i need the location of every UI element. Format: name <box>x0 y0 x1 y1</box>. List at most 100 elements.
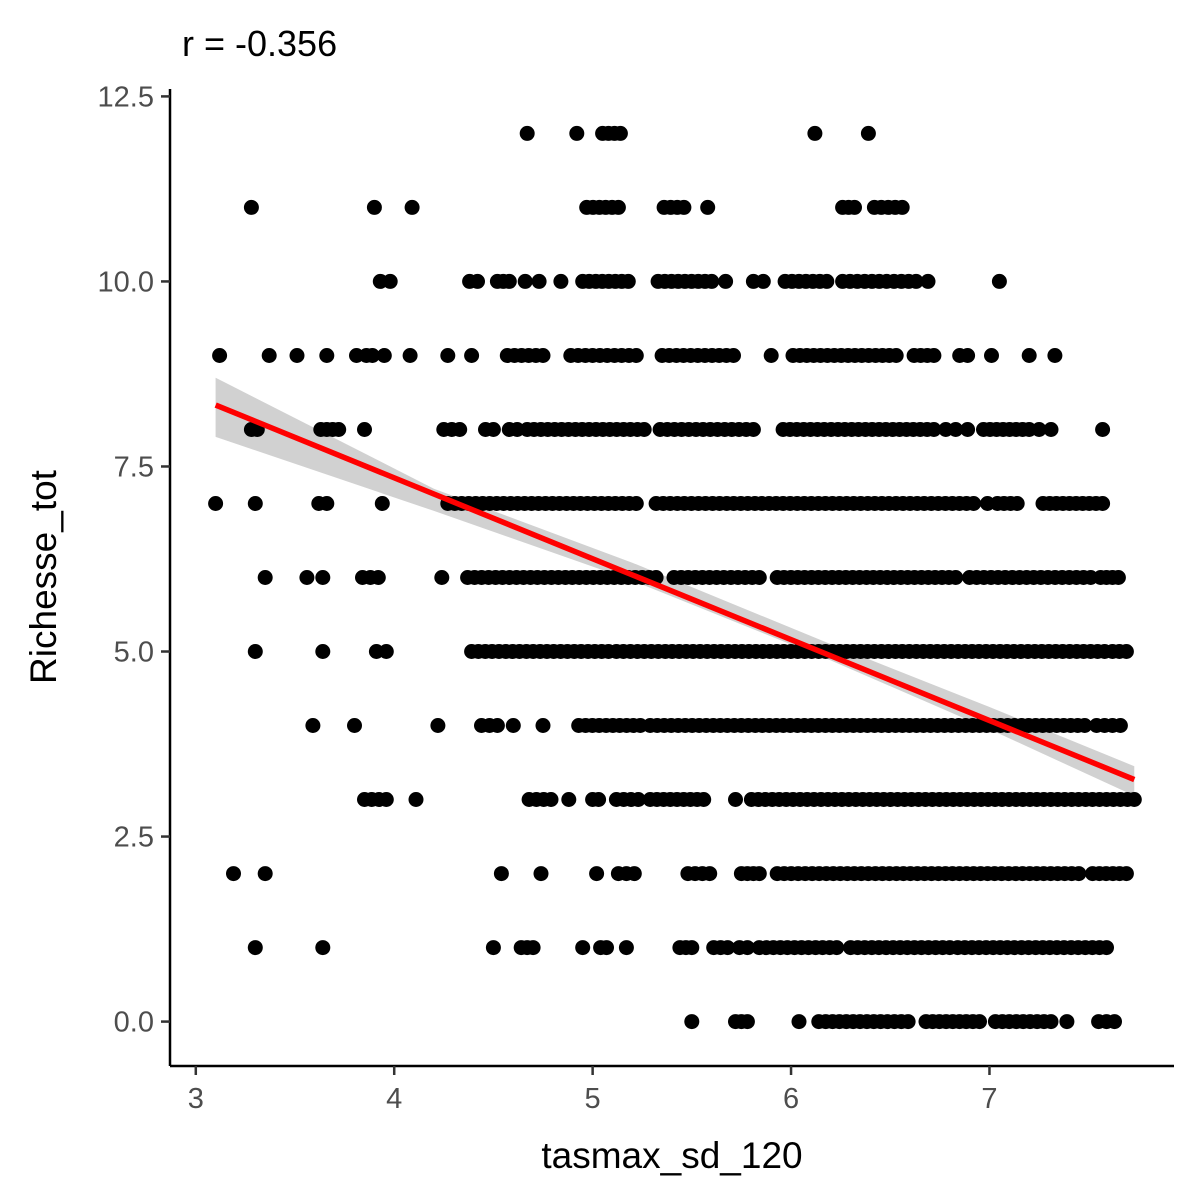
data-point <box>948 422 964 437</box>
data-point <box>684 940 700 956</box>
data-point <box>676 199 692 215</box>
x-tick-label: 6 <box>783 1083 799 1115</box>
data-point <box>402 348 418 363</box>
data-point <box>1118 866 1134 882</box>
data-point <box>533 866 549 882</box>
data-point <box>1043 422 1059 437</box>
data-point <box>1126 792 1142 807</box>
data-point <box>489 718 505 733</box>
data-point <box>620 273 636 289</box>
data-point <box>612 125 628 141</box>
data-point <box>1071 866 1087 882</box>
x-ticks-layer: 3 4 5 6 7 <box>188 1066 998 1115</box>
data-point <box>243 199 259 215</box>
data-point <box>247 496 263 511</box>
data-point <box>1021 348 1037 363</box>
data-point <box>718 273 734 289</box>
data-point <box>726 348 741 363</box>
x-tick-label: 5 <box>585 1083 601 1115</box>
data-point <box>408 792 424 807</box>
data-point <box>569 125 585 141</box>
confidence-band <box>215 377 1135 796</box>
data-point <box>208 496 224 511</box>
data-point <box>366 199 382 215</box>
x-tick-label: 3 <box>188 1083 204 1115</box>
data-point <box>501 273 517 289</box>
data-point <box>819 273 835 289</box>
data-point <box>315 570 331 585</box>
data-point <box>531 273 547 289</box>
data-point <box>728 792 743 807</box>
data-point <box>908 273 924 289</box>
data-point <box>702 866 718 882</box>
data-point <box>464 348 480 363</box>
data-point <box>628 348 644 363</box>
data-point <box>589 866 605 882</box>
y-tick-label: 10.0 <box>98 266 154 298</box>
data-point <box>485 940 501 956</box>
trend-line <box>214 402 1136 783</box>
data-point <box>894 199 910 215</box>
data-point <box>1095 496 1111 511</box>
data-point <box>404 199 420 215</box>
data-point <box>1077 718 1093 733</box>
data-point <box>319 496 335 511</box>
data-point <box>553 273 569 289</box>
data-point <box>763 348 779 363</box>
data-point <box>626 866 642 882</box>
data-point <box>535 348 551 363</box>
data-point <box>920 273 936 289</box>
data-point <box>374 496 390 511</box>
x-tick-label: 4 <box>386 1083 402 1115</box>
axes-layer <box>168 89 1174 1068</box>
data-point <box>1099 940 1114 956</box>
data-point <box>535 718 551 733</box>
y-tick-label: 5.0 <box>114 637 154 669</box>
data-point <box>299 570 315 585</box>
data-point <box>700 199 716 215</box>
data-point <box>378 644 394 659</box>
data-point <box>751 866 767 882</box>
data-point <box>1118 644 1134 659</box>
data-point <box>1047 348 1063 363</box>
data-point <box>505 718 521 733</box>
data-point <box>791 1014 807 1030</box>
data-point <box>1107 1014 1122 1030</box>
data-point <box>618 940 634 956</box>
data-point <box>628 496 644 511</box>
data-point <box>984 348 999 363</box>
data-point <box>364 348 380 363</box>
data-point <box>755 273 771 289</box>
y-tick-label: 2.5 <box>114 822 154 854</box>
data-point <box>1009 496 1025 511</box>
data-point <box>519 125 535 141</box>
data-point <box>430 718 446 733</box>
data-point <box>1095 422 1111 437</box>
data-point <box>543 792 559 807</box>
data-point <box>684 1014 700 1030</box>
y-ticks-layer: 0.0 2.5 5.0 7.5 10.0 12.5 <box>98 81 170 1039</box>
data-point <box>378 792 394 807</box>
data-point <box>1110 570 1126 585</box>
data-point <box>807 125 823 141</box>
data-point <box>485 422 501 437</box>
data-point <box>257 866 273 882</box>
data-point <box>829 940 845 956</box>
y-tick-label: 7.5 <box>114 451 154 483</box>
data-point <box>331 422 347 437</box>
data-point <box>739 1014 755 1030</box>
data-point <box>226 866 241 882</box>
data-point <box>319 348 335 363</box>
data-point <box>610 199 626 215</box>
data-point <box>575 940 591 956</box>
data-point <box>926 348 942 363</box>
data-point <box>888 348 904 363</box>
data-point <box>370 570 386 585</box>
data-point <box>926 422 942 437</box>
data-point <box>948 570 964 585</box>
chart-title: r = -0.356 <box>182 23 337 64</box>
data-point <box>347 718 362 733</box>
data-point <box>966 496 982 511</box>
data-point <box>470 273 485 289</box>
